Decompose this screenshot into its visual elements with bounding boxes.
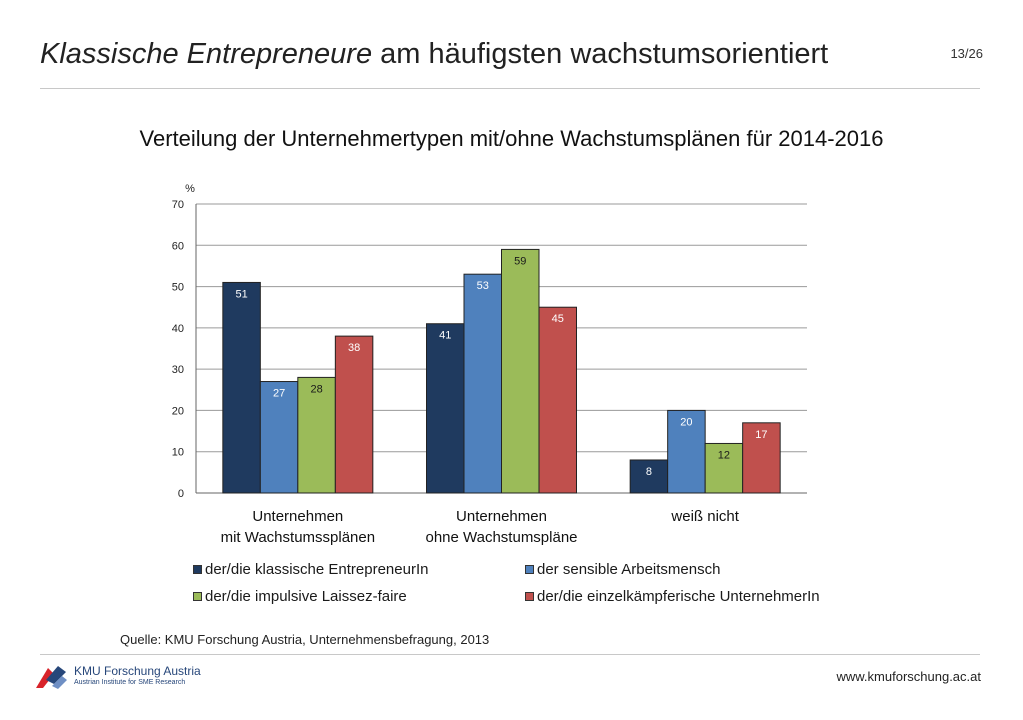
bar-series3-cat2 xyxy=(501,248,540,494)
legend-item-einzel: der/die einzelkämpferische UnternehmerIn xyxy=(525,588,820,605)
bar-series4-cat1 xyxy=(334,335,374,494)
data-label-series2-cat3: 20 xyxy=(680,416,692,428)
bar-series1-cat2 xyxy=(426,323,465,494)
legend-swatch-einzel xyxy=(525,592,534,601)
data-label-series1-cat2: 41 xyxy=(439,330,451,342)
x-category-label-2-line1: Unternehmen xyxy=(456,508,547,525)
y-tick-label-60: 60 xyxy=(172,240,184,252)
y-tick-label-30: 30 xyxy=(172,364,184,376)
legend-item-impulsiv: der/die impulsive Laissez-faire xyxy=(193,588,407,605)
legend-item-klassisch: der/die klassische EntrepreneurIn xyxy=(193,561,428,578)
data-label-series1-cat3: 8 xyxy=(646,466,652,478)
legend-swatch-klassisch xyxy=(193,565,202,574)
bar-series4-cat3 xyxy=(742,422,781,494)
y-tick-label-70: 70 xyxy=(172,199,184,211)
footer-divider xyxy=(40,654,980,655)
page-title: Klassische Entrepreneure am häufigsten w… xyxy=(40,38,828,71)
bar-series2-cat3 xyxy=(667,409,706,494)
source-note: Quelle: KMU Forschung Austria, Unternehm… xyxy=(120,632,490,647)
logo-subtitle: Austrian Institute for SME Research xyxy=(74,679,186,686)
legend-label-impulsiv: der/die impulsive Laissez-faire xyxy=(205,588,407,605)
kmu-logo: KMU Forschung Austria Austrian Institute… xyxy=(34,664,201,690)
y-tick-label-20: 20 xyxy=(172,405,184,417)
legend-item-sensibel: der sensible Arbeitsmensch xyxy=(525,561,720,578)
x-category-label-1-line1: Unternehmen xyxy=(252,508,343,525)
y-tick-label-0: 0 xyxy=(178,488,184,500)
kmu-logo-icon xyxy=(36,666,67,689)
legend-label-sensibel: der sensible Arbeitsmensch xyxy=(537,561,721,578)
x-category-label-1-line2: mit Wachstumssplänen xyxy=(221,529,376,546)
data-label-series2-cat1: 27 xyxy=(273,388,285,400)
data-label-series3-cat2: 59 xyxy=(514,255,526,267)
x-category-label-2-line2: ohne Wachstumspläne xyxy=(425,529,577,546)
y-axis-unit-label: % xyxy=(185,183,195,195)
bar-series4-cat2 xyxy=(538,306,577,494)
legend-label-klassisch: der/die klassische EntrepreneurIn xyxy=(205,561,429,578)
data-label-series3-cat3: 12 xyxy=(718,449,730,461)
data-label-series4-cat1: 38 xyxy=(348,342,360,354)
bar-series2-cat2 xyxy=(463,273,502,494)
y-tick-label-40: 40 xyxy=(172,323,184,335)
bar-series1-cat3 xyxy=(629,459,669,494)
footer-url[interactable]: www.kmuforschung.ac.at xyxy=(836,669,981,684)
y-tick-label-50: 50 xyxy=(172,282,184,294)
chart-title: Verteilung der Unternehmertypen mit/ohne… xyxy=(139,126,884,151)
x-category-label-3-line1: weiß nicht xyxy=(670,508,739,525)
bar-series3-cat1 xyxy=(297,376,336,494)
page-number: 13/26 xyxy=(950,46,983,61)
data-label-series1-cat1: 51 xyxy=(235,288,247,300)
data-label-series4-cat3: 17 xyxy=(755,429,767,441)
logo-name: KMU Forschung Austria xyxy=(74,664,201,678)
page-title-emphasis: Klassische Entrepreneure xyxy=(40,38,373,70)
bar-series3-cat3 xyxy=(704,442,744,494)
legend-swatch-sensibel xyxy=(525,565,534,574)
data-label-series3-cat1: 28 xyxy=(310,383,322,395)
bar-chart: 0 10 20 30 40 50 60 70% 51 27 28 38 Unternehmen mit W… xyxy=(172,183,807,546)
header-divider xyxy=(40,88,980,89)
y-tick-label-10: 10 xyxy=(172,447,184,459)
bar-series1-cat1 xyxy=(222,281,261,494)
data-label-series2-cat2: 53 xyxy=(477,280,489,292)
legend-label-einzel: der/die einzelkämpferische UnternehmerIn xyxy=(537,588,820,605)
page-title-rest: am häufigsten wachstumsorientiert xyxy=(372,38,829,70)
data-label-series4-cat2: 45 xyxy=(552,313,564,325)
legend-swatch-impulsiv xyxy=(193,592,202,601)
